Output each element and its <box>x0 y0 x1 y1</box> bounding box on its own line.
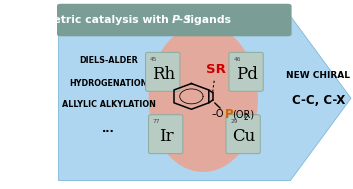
Text: ...: ... <box>102 125 115 134</box>
Polygon shape <box>58 16 351 180</box>
Text: Cu: Cu <box>232 128 255 145</box>
Text: 29: 29 <box>231 119 238 124</box>
Text: DIELS-ALDER: DIELS-ALDER <box>79 56 138 65</box>
Text: ligands: ligands <box>184 15 232 25</box>
Text: 46: 46 <box>233 57 241 62</box>
FancyBboxPatch shape <box>226 115 260 154</box>
Text: P-S: P-S <box>172 15 192 25</box>
Text: ALLYLIC ALKYLATION: ALLYLIC ALKYLATION <box>62 100 156 109</box>
Text: C-C, C-X: C-C, C-X <box>292 94 345 107</box>
Text: Pd: Pd <box>236 66 258 83</box>
Text: Ir: Ir <box>159 128 174 145</box>
FancyBboxPatch shape <box>145 52 180 91</box>
Text: (OR): (OR) <box>233 109 255 119</box>
Ellipse shape <box>149 25 258 172</box>
Text: 45: 45 <box>150 57 157 62</box>
Text: NEW CHIRAL: NEW CHIRAL <box>287 71 351 80</box>
Text: –O: –O <box>211 109 224 119</box>
Text: Asymmetric catalysis with: Asymmetric catalysis with <box>8 15 172 25</box>
Text: 2: 2 <box>244 113 249 122</box>
FancyBboxPatch shape <box>149 115 183 154</box>
Text: Rh: Rh <box>152 66 175 83</box>
Text: SR: SR <box>207 63 226 76</box>
Text: HYDROGENATION: HYDROGENATION <box>70 79 148 88</box>
FancyBboxPatch shape <box>229 52 263 91</box>
Text: P: P <box>225 108 233 121</box>
FancyBboxPatch shape <box>57 4 292 36</box>
Text: 77: 77 <box>153 119 161 124</box>
